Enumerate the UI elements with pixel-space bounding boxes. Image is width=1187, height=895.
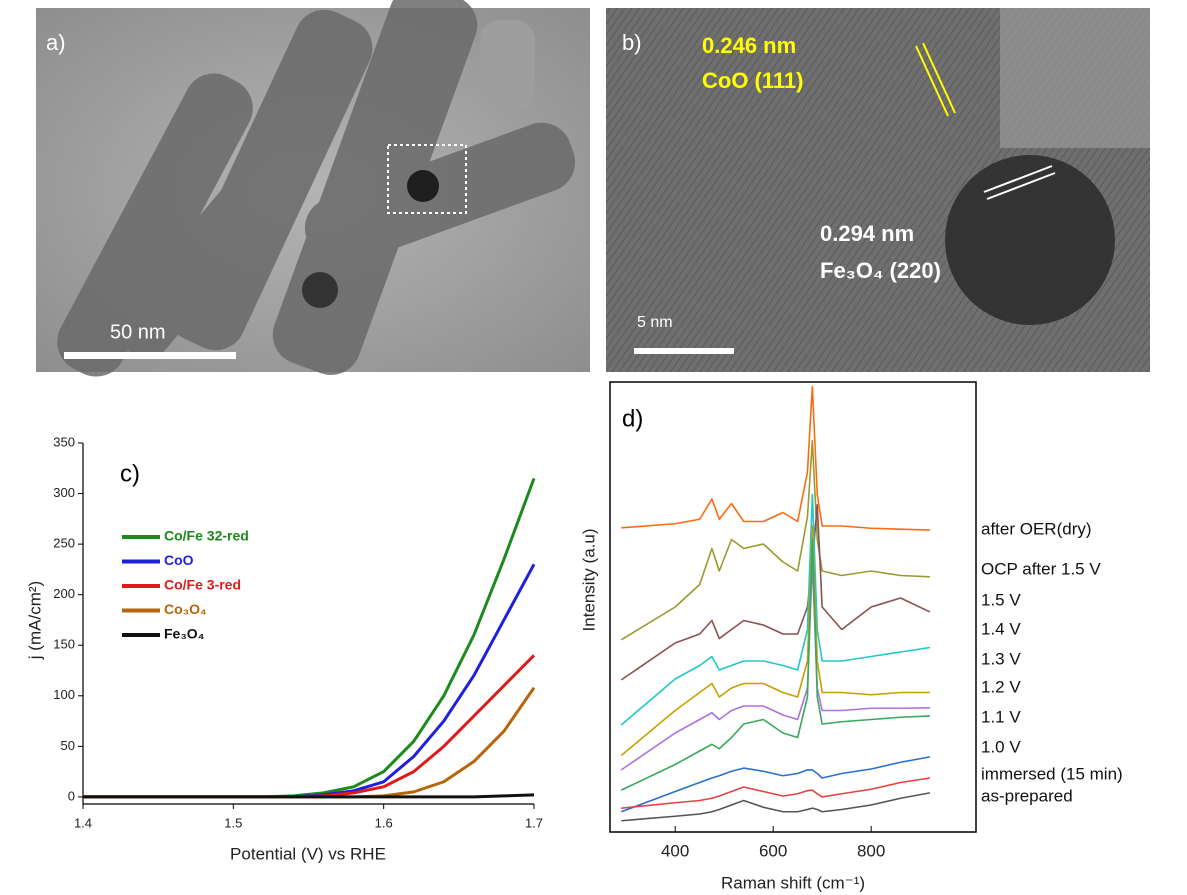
y-tick-label: 200 bbox=[53, 586, 75, 601]
series-line bbox=[83, 688, 534, 797]
series-line bbox=[621, 778, 930, 808]
annotation: Fe₃O₄ (220) bbox=[820, 258, 941, 283]
series-label: as-prepared bbox=[981, 786, 1073, 805]
y-tick-label: 50 bbox=[61, 738, 75, 753]
y-tick-label: 150 bbox=[53, 637, 75, 652]
y-tick-label: 100 bbox=[53, 687, 75, 702]
legend-label: Co/Fe 3-red bbox=[164, 577, 241, 593]
series-line bbox=[83, 564, 534, 797]
legend-label: Co/Fe 32-red bbox=[164, 528, 249, 544]
series-label: 1.3 V bbox=[981, 649, 1021, 668]
y-tick-label: 0 bbox=[68, 788, 75, 803]
x-tick-label: 1.7 bbox=[525, 815, 543, 830]
series-line bbox=[83, 655, 534, 797]
series-line bbox=[621, 793, 930, 821]
x-tick-label: 1.6 bbox=[375, 815, 393, 830]
x-axis-label: Raman shift (cm⁻¹) bbox=[721, 873, 865, 892]
x-tick-label: 1.5 bbox=[224, 815, 242, 830]
panel-label: a) bbox=[46, 30, 66, 55]
hrtem-image-b: b) 5 nm 0.246 nm CoO (111) 0.294 nm Fe₃O… bbox=[606, 8, 1150, 372]
series-line bbox=[621, 562, 930, 770]
legend-label: CoO bbox=[164, 552, 194, 568]
y-tick-label: 250 bbox=[53, 536, 75, 551]
annotation: 0.246 nm bbox=[702, 33, 796, 58]
panel-label: c) bbox=[120, 460, 140, 487]
x-tick-label: 800 bbox=[857, 841, 885, 860]
panel-label: b) bbox=[622, 30, 642, 55]
y-tick-label: 350 bbox=[53, 434, 75, 449]
series-label: 1.5 V bbox=[981, 590, 1021, 609]
y-axis-label: Intensity (a.u) bbox=[579, 529, 598, 632]
y-axis-label: j (mA/cm²) bbox=[25, 581, 44, 660]
y-tick-label: 300 bbox=[53, 485, 75, 500]
series-line bbox=[621, 387, 930, 531]
series-label: OCP after 1.5 V bbox=[981, 559, 1101, 578]
legend-label: Fe₃O₄ bbox=[164, 626, 204, 642]
series-label: after OER(dry) bbox=[981, 519, 1092, 538]
series-line bbox=[621, 505, 930, 680]
tem-image-a: a) 50 nm bbox=[36, 0, 590, 387]
series-label: 1.4 V bbox=[981, 619, 1021, 638]
series-line bbox=[621, 526, 930, 756]
series-label: immersed (15 min) bbox=[981, 764, 1123, 783]
series-label: 1.2 V bbox=[981, 677, 1021, 696]
series-line bbox=[621, 540, 930, 791]
legend-label: Co₃O₄ bbox=[164, 601, 207, 617]
x-tick-label: 1.4 bbox=[74, 815, 92, 830]
annotation: CoO (111) bbox=[702, 68, 803, 93]
x-tick-label: 600 bbox=[759, 841, 787, 860]
annotation: 0.294 nm bbox=[820, 221, 914, 246]
x-tick-label: 400 bbox=[661, 841, 689, 860]
series-label: 1.0 V bbox=[981, 737, 1021, 756]
panel-label: d) bbox=[622, 405, 643, 432]
scale-bar-label: 50 nm bbox=[110, 321, 166, 343]
series-line bbox=[83, 478, 534, 797]
series-line bbox=[621, 441, 930, 640]
series-label: 1.1 V bbox=[981, 707, 1021, 726]
scale-bar-label: 5 nm bbox=[637, 314, 673, 331]
figure: a) 50 nm b) 5 nm 0.246 nm CoO (111) 0.29… bbox=[0, 0, 1187, 895]
x-axis-label: Potential (V) vs RHE bbox=[230, 844, 386, 863]
